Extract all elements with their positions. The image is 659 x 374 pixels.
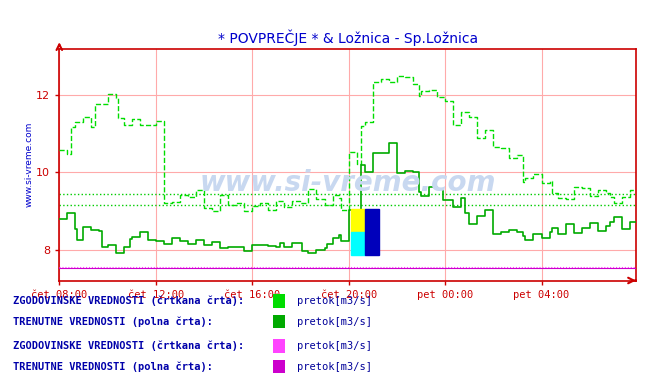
Text: ZGODOVINSKE VREDNOSTI (črtkana črta):: ZGODOVINSKE VREDNOSTI (črtkana črta):	[13, 296, 244, 306]
Text: www.si-vreme.com: www.si-vreme.com	[200, 169, 496, 197]
Text: pretok[m3/s]: pretok[m3/s]	[297, 341, 372, 351]
Title: * POVPREČJE * & Ložnica - Sp.Ložnica: * POVPREČJE * & Ložnica - Sp.Ložnica	[217, 30, 478, 46]
Text: pretok[m3/s]: pretok[m3/s]	[297, 362, 372, 371]
Text: ZGODOVINSKE VREDNOSTI (črtkana črta):: ZGODOVINSKE VREDNOSTI (črtkana črta):	[13, 341, 244, 351]
Bar	[351, 232, 364, 255]
Bar	[351, 209, 364, 232]
Y-axis label: www.si-vreme.com: www.si-vreme.com	[24, 122, 34, 207]
Text: TRENUTNE VREDNOSTI (polna črta):: TRENUTNE VREDNOSTI (polna črta):	[13, 316, 213, 327]
Text: pretok[m3/s]: pretok[m3/s]	[297, 296, 372, 306]
Bar	[364, 209, 379, 255]
Text: TRENUTNE VREDNOSTI (polna črta):: TRENUTNE VREDNOSTI (polna črta):	[13, 361, 213, 372]
Text: pretok[m3/s]: pretok[m3/s]	[297, 317, 372, 327]
